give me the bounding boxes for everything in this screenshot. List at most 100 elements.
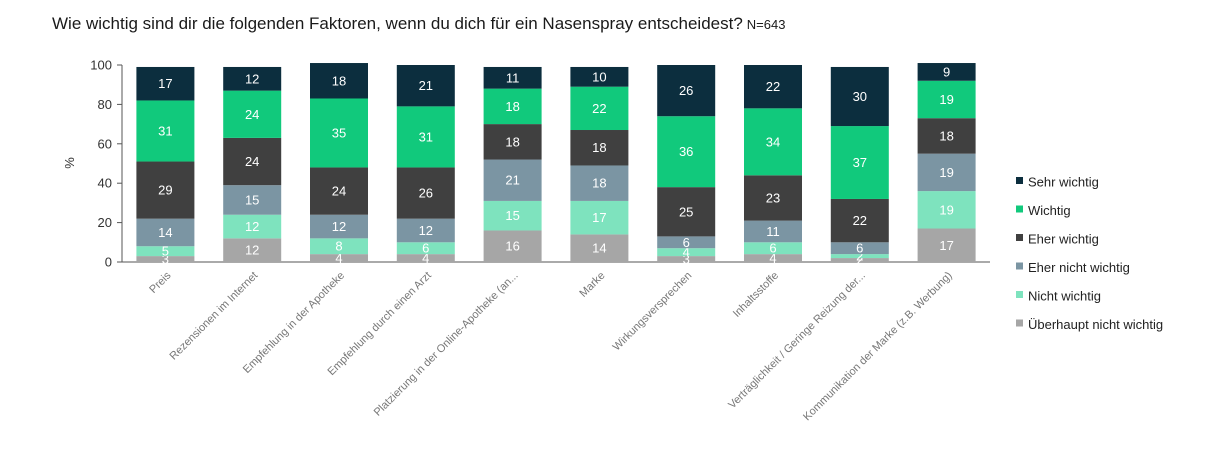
data-label: 24 bbox=[245, 154, 259, 169]
sample-size: N=643 bbox=[746, 17, 786, 32]
bar-segment bbox=[223, 238, 282, 262]
x-category-label: Preis bbox=[147, 269, 174, 296]
bar-segment bbox=[830, 126, 889, 199]
data-label: 3 bbox=[162, 252, 169, 267]
bar-segment bbox=[570, 165, 629, 201]
x-category-label: Marke bbox=[577, 270, 607, 300]
bar-segment bbox=[744, 254, 802, 262]
y-axis-label: % bbox=[62, 157, 77, 169]
data-label: 4 bbox=[335, 251, 342, 266]
data-label: 4 bbox=[769, 251, 776, 266]
bar-segment bbox=[657, 248, 716, 257]
data-label: 16 bbox=[505, 239, 519, 254]
bar-segment bbox=[657, 236, 716, 249]
bar-segment bbox=[830, 66, 889, 127]
bar-segment bbox=[483, 159, 542, 201]
bar-segment bbox=[657, 256, 716, 262]
data-label: 19 bbox=[939, 92, 953, 107]
data-label: 17 bbox=[939, 238, 953, 253]
bar-segment bbox=[483, 66, 542, 89]
data-label: 18 bbox=[592, 140, 606, 155]
legend-swatch bbox=[1016, 291, 1023, 298]
bar-segment bbox=[396, 106, 455, 168]
data-label: 22 bbox=[853, 213, 867, 228]
data-label: 6 bbox=[683, 235, 690, 250]
x-category-label: Empfehlung durch einen Arzt bbox=[326, 270, 434, 378]
bar-segment bbox=[483, 200, 542, 231]
data-label: 15 bbox=[505, 208, 519, 223]
bar-segment bbox=[830, 258, 889, 262]
data-label: 24 bbox=[245, 107, 259, 122]
bar-segment bbox=[917, 191, 976, 229]
x-category-label: Verträglichkeit / Geringe Reizung der... bbox=[726, 270, 868, 412]
data-label: 31 bbox=[158, 123, 172, 138]
x-category-label: Wirkungsversprechen bbox=[611, 270, 695, 354]
bar-segment bbox=[483, 230, 542, 262]
data-label: 21 bbox=[419, 78, 433, 93]
bar-segment bbox=[396, 218, 455, 243]
bar-segment bbox=[136, 256, 195, 262]
bar-segment bbox=[396, 167, 455, 219]
bar-segment bbox=[223, 214, 282, 239]
y-tick-label: 0 bbox=[105, 255, 112, 270]
x-category-label: Inhaltsstoffe bbox=[731, 270, 781, 320]
bar-segment bbox=[310, 167, 368, 215]
data-label: 19 bbox=[939, 165, 953, 180]
data-label: 19 bbox=[939, 202, 953, 217]
data-label: 25 bbox=[679, 204, 693, 219]
bar-segment bbox=[570, 66, 629, 87]
bar-segment bbox=[570, 234, 629, 262]
y-tick-label: 100 bbox=[90, 58, 112, 73]
data-label: 12 bbox=[419, 223, 433, 238]
data-label: 12 bbox=[245, 71, 259, 86]
x-category-label: Kommunikation der Marke (z.B. Werbung) bbox=[801, 270, 955, 424]
data-label: 30 bbox=[853, 89, 867, 104]
data-label: 2 bbox=[856, 249, 863, 264]
data-label: 4 bbox=[683, 245, 690, 260]
bar-segment bbox=[744, 108, 802, 176]
bar-segment bbox=[396, 242, 455, 255]
data-label: 34 bbox=[766, 134, 780, 149]
data-label: 37 bbox=[853, 155, 867, 170]
data-label: 18 bbox=[332, 73, 346, 88]
bar-segment bbox=[310, 238, 368, 255]
data-label: 6 bbox=[422, 241, 429, 256]
legend-swatch bbox=[1016, 177, 1023, 184]
data-label: 31 bbox=[419, 129, 433, 144]
bar-segment bbox=[917, 228, 976, 262]
data-label: 26 bbox=[419, 186, 433, 201]
legend-item: Sehr wichtig bbox=[1028, 175, 1099, 190]
x-category-label: Platzierung in der Online-Apotheke (an..… bbox=[372, 270, 521, 419]
legend-swatch bbox=[1016, 234, 1023, 241]
data-label: 12 bbox=[332, 219, 346, 234]
data-label: 17 bbox=[592, 210, 606, 225]
bar-segment bbox=[744, 65, 802, 109]
data-label: 22 bbox=[766, 79, 780, 94]
bar-segment bbox=[570, 130, 629, 166]
legend-swatch bbox=[1016, 205, 1023, 213]
data-label: 18 bbox=[505, 99, 519, 114]
bar-segment bbox=[136, 66, 195, 101]
bar-segment bbox=[830, 254, 889, 259]
bar-segment bbox=[310, 98, 368, 168]
bar-segment bbox=[136, 218, 195, 247]
data-label: 15 bbox=[245, 192, 259, 207]
bar-segment bbox=[830, 242, 889, 255]
data-label: 24 bbox=[332, 184, 346, 199]
data-label: 21 bbox=[505, 173, 519, 188]
y-tick-label: 20 bbox=[98, 215, 112, 230]
data-label: 14 bbox=[592, 241, 606, 256]
bar-segment bbox=[136, 161, 195, 219]
data-label: 8 bbox=[335, 239, 342, 254]
legend-item: Eher nicht wichtig bbox=[1028, 260, 1130, 275]
chart-title: Wie wichtig sind dir die folgenden Fakto… bbox=[52, 14, 785, 34]
data-label: 3 bbox=[683, 252, 690, 267]
x-category-label: Rezensionen im Internet bbox=[168, 270, 261, 363]
y-tick-label: 60 bbox=[98, 136, 112, 151]
bar-segment bbox=[223, 90, 282, 138]
bar-segment bbox=[917, 80, 976, 119]
legend-item: Eher wichtig bbox=[1028, 232, 1099, 247]
bar-segment bbox=[917, 153, 976, 192]
data-label: 4 bbox=[422, 251, 429, 266]
data-label: 9 bbox=[943, 64, 950, 79]
